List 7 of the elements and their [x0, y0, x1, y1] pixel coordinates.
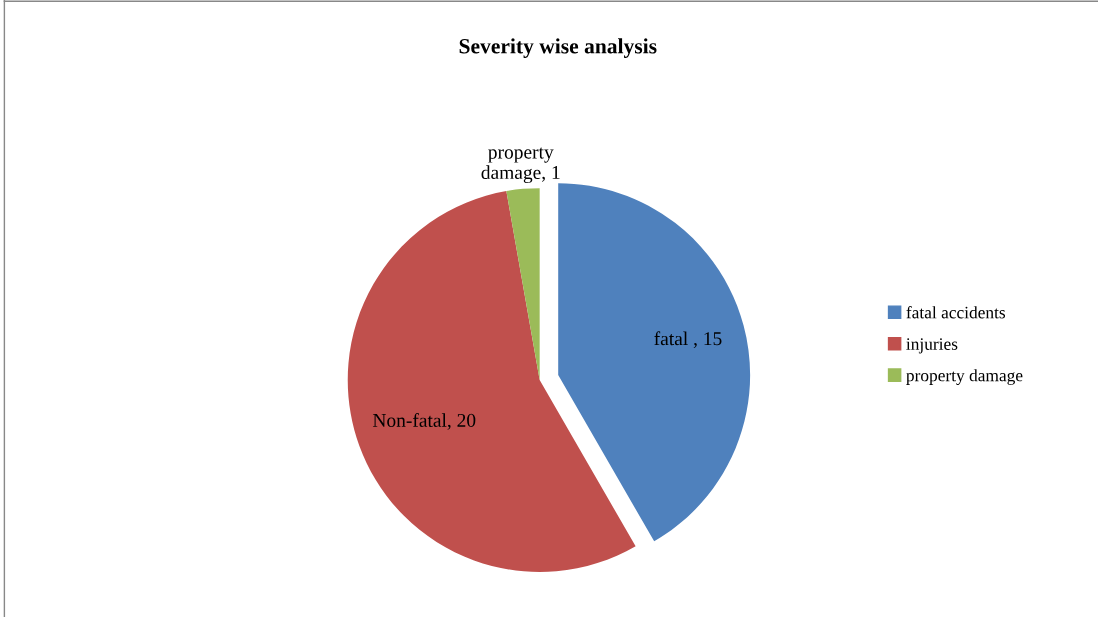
- legend-label: injuries: [906, 338, 958, 354]
- data-label: Non-fatal, 20: [372, 413, 476, 430]
- data-label: fatal , 15: [654, 331, 722, 348]
- legend-label: fatal accidents: [906, 306, 1006, 319]
- legend-label: property damage: [906, 369, 1023, 385]
- chart-title: Severity wise analysis: [459, 38, 657, 58]
- data-label: property damage, 1: [481, 147, 560, 184]
